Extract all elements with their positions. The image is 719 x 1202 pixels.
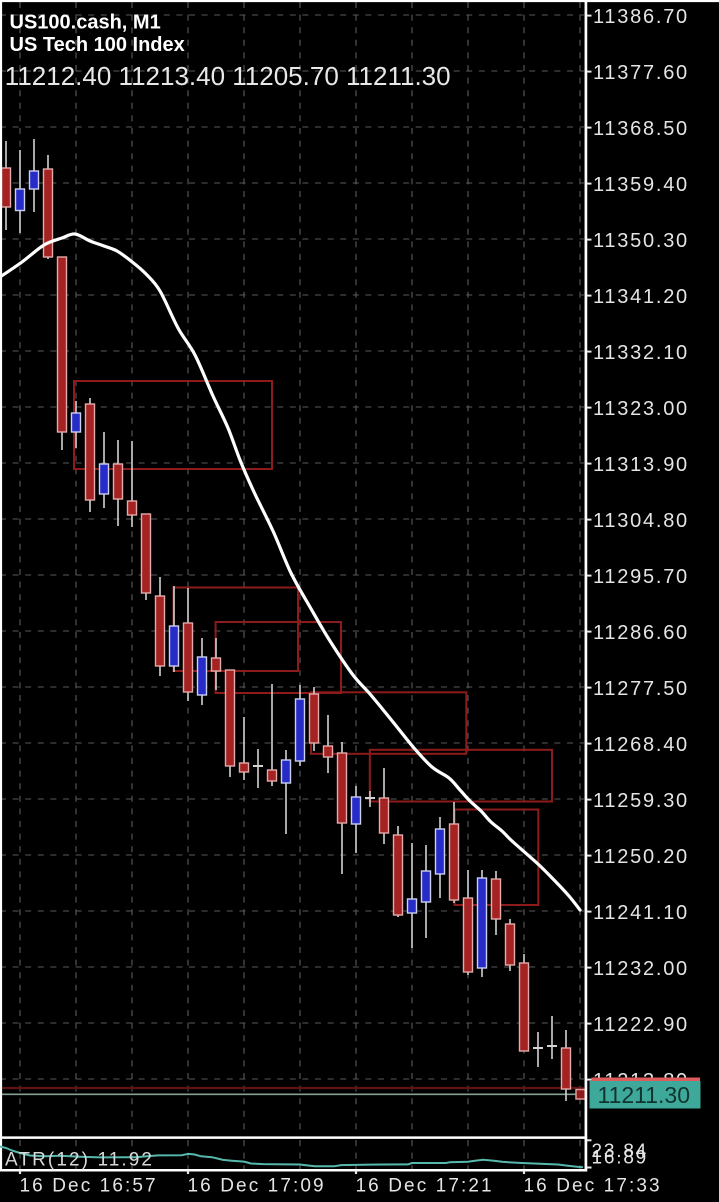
svg-text:11350.30: 11350.30 [593,230,689,252]
svg-text:11295.70: 11295.70 [593,566,689,588]
svg-text:11211.30: 11211.30 [598,1082,691,1108]
svg-text:11359.40: 11359.40 [593,174,689,196]
svg-text:11222.90: 11222.90 [593,1014,689,1036]
svg-text:16 Dec 16:57: 16 Dec 16:57 [20,1175,158,1196]
svg-text:11313.90: 11313.90 [593,454,689,476]
svg-text:11377.60: 11377.60 [593,62,689,84]
svg-text:11286.60: 11286.60 [593,622,689,644]
svg-text:11277.50: 11277.50 [593,678,689,700]
svg-text:11250.20: 11250.20 [593,846,689,868]
svg-text:16 Dec 17:21: 16 Dec 17:21 [356,1175,494,1196]
svg-text:ATR(12) 11.92: ATR(12) 11.92 [5,1150,154,1171]
svg-text:11304.80: 11304.80 [593,510,689,532]
svg-text:11386.70: 11386.70 [593,6,689,28]
svg-text:16.89: 16.89 [592,1147,649,1168]
svg-text:11212.40 11213.40 11205.70 112: 11212.40 11213.40 11205.70 11211.30 [5,61,451,91]
svg-text:11341.20: 11341.20 [593,286,689,308]
svg-text:US100.cash, M1: US100.cash, M1 [10,12,161,34]
svg-text:US Tech 100 Index: US Tech 100 Index [10,34,185,56]
svg-text:11232.00: 11232.00 [593,958,689,980]
svg-text:11259.30: 11259.30 [593,790,689,812]
svg-text:11268.40: 11268.40 [593,734,689,756]
svg-text:23.84: 23.84 [592,1141,649,1162]
svg-text:11332.10: 11332.10 [593,342,689,364]
svg-text:11368.50: 11368.50 [593,118,689,140]
svg-text:16 Dec 17:33: 16 Dec 17:33 [524,1175,662,1196]
svg-text:11323.00: 11323.00 [593,398,689,420]
svg-text:16 Dec 17:09: 16 Dec 17:09 [188,1175,326,1196]
svg-text:11241.10: 11241.10 [593,902,689,924]
